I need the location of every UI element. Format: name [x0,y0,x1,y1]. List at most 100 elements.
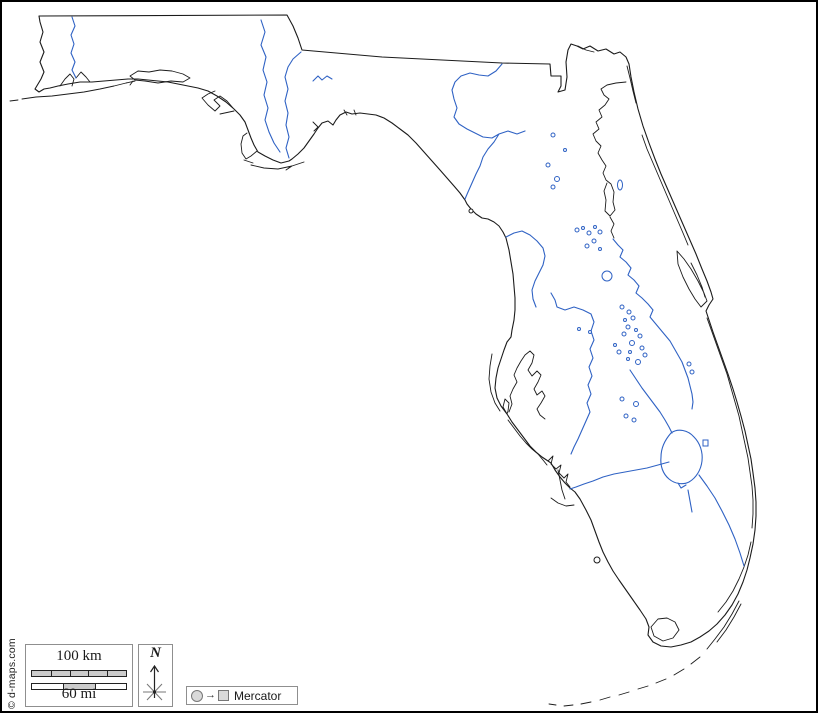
lake [577,327,581,331]
pinellas-barrier-islands [488,353,501,412]
lake [702,439,709,447]
compass-north-arrow-icon [143,664,166,701]
lake [563,148,567,152]
lake [625,324,631,330]
lake [626,309,632,315]
tampa-bay [508,350,546,420]
lake [616,349,622,355]
projection-legend: → Mercator [186,686,298,705]
biscayne-bay [717,541,752,613]
lake [581,226,585,230]
lake [554,176,560,182]
lake [550,184,556,190]
projection-sphere-icon [191,689,203,702]
suwannee-river [451,63,526,200]
state-outline [34,14,757,648]
projection-label: Mercator [234,688,282,703]
lake-talquin [312,75,333,82]
apalachicola-barrier-islands [243,159,305,171]
peace-river [550,292,595,455]
crescent-lake [617,179,623,191]
scale-tick [63,684,65,689]
okeechobee-south-canal [687,489,693,513]
projection-plane-icon [218,690,229,701]
scale-mi-label: 60 mi [61,686,97,702]
whitewater-bay [650,617,680,642]
chipola-river [260,19,281,153]
ochlockonee-bay [312,109,357,132]
lake [639,345,645,351]
amelia-island [577,45,637,104]
cedar-key [468,208,474,214]
rivers [70,16,745,567]
withlacoochee-river [505,230,546,308]
copyright-text: © d-maps.com [6,638,18,709]
scale-tick [69,671,71,676]
lake [619,304,625,310]
scale-km-label: 100 km [56,648,102,664]
st-joseph-peninsula [240,132,258,160]
florida-mainland-outline [34,14,757,648]
lake [621,331,627,337]
lake [629,340,635,346]
halifax-mosquito-lagoon [641,134,689,246]
lake-okeechobee [660,429,703,489]
lake [550,132,556,138]
lake [630,315,636,321]
florida-keys [548,600,742,707]
projection-arrow-icon: → [205,689,216,701]
sarasota-barrier-islands [507,419,539,455]
lake-apopka [601,270,613,282]
scale-tick [50,671,52,676]
lake [598,247,602,251]
lake [619,396,625,402]
indian-river-lagoon [706,317,754,529]
lake [574,227,580,233]
everglades-pond [593,556,601,564]
santa-rosa-barrier-island [9,80,136,102]
lake [628,350,632,354]
lake [637,333,643,339]
scale-tick [107,671,109,676]
lake [593,225,597,229]
choctawhatchee-bay [129,69,191,86]
lake [631,417,637,423]
st-johns-river-lower [592,81,627,239]
lake [597,229,603,235]
lake [626,357,630,361]
lake [642,352,648,358]
st-andrew-bay [201,90,235,115]
st-johns-river-upper [612,238,694,410]
escambia-river [70,16,77,79]
scale-tick [94,684,96,689]
lakes [545,132,709,489]
lake [623,413,629,419]
st-lucie-canal [698,474,745,567]
st-petersburg-peninsula [502,398,510,415]
mi-scale-bar [31,683,127,690]
lake [591,238,597,244]
lake [634,328,638,332]
apalachicola-river [284,51,302,159]
scale-segment [63,684,95,689]
lake [623,318,627,322]
lake [635,359,641,365]
lake [584,243,590,249]
kissimmee-river [629,369,673,434]
lake [689,369,695,375]
km-scale-bar [31,670,127,677]
north-label: N [150,645,161,661]
lake [686,361,692,367]
coastal-details [9,45,754,707]
lake [613,343,617,347]
merritt-island [676,250,708,308]
charlotte-harbor [537,453,575,507]
lake [586,230,592,236]
scale-tick [88,671,90,676]
north-compass-box: N [138,644,173,707]
lake [545,162,551,168]
caloosahatchee-river [569,461,670,490]
lake [633,401,639,407]
